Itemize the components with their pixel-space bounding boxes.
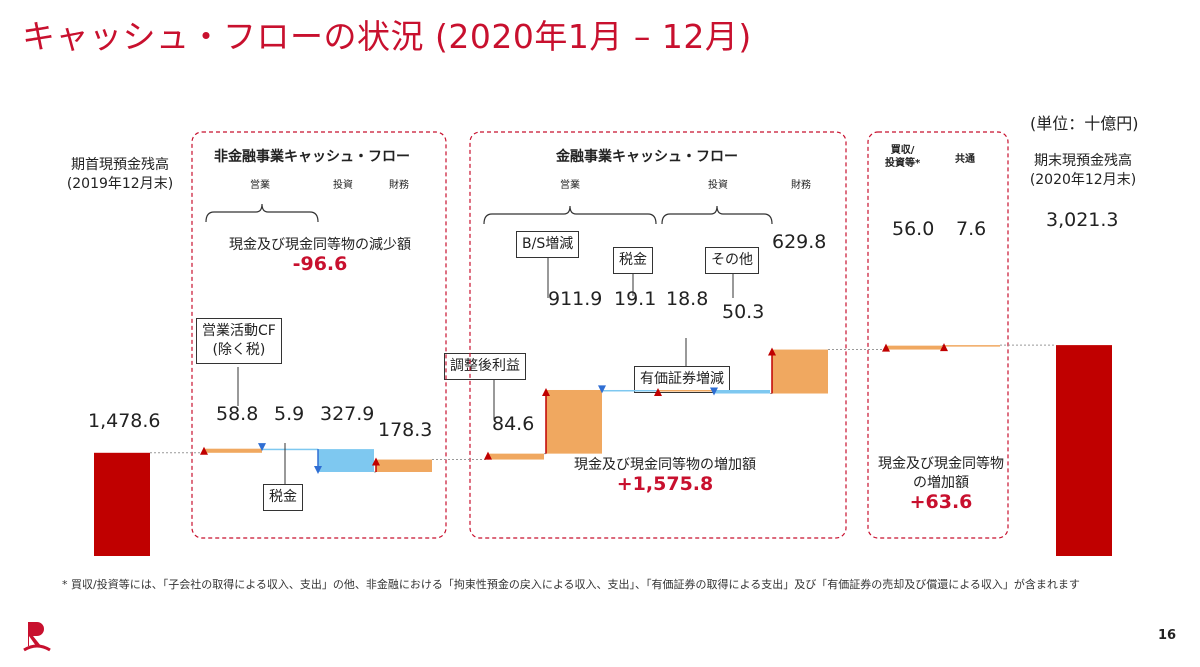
waterfall-bar-9 (714, 390, 770, 394)
page-title: キャッシュ・フローの状況 (2020年1月 – 12月) (22, 17, 752, 56)
data-label-3: 327.9 (320, 403, 374, 425)
f-operating-brace (483, 205, 657, 225)
start-bar (94, 452, 150, 556)
unit-label: (単位：十億円) (1030, 114, 1139, 133)
o-summary: 現金及び現金同等物 の増加額 +63.6 (878, 456, 1004, 513)
nf-operating-brace (205, 203, 319, 223)
nf-callout-tax: 税金 (263, 484, 303, 511)
data-label-2: 5.9 (274, 403, 304, 425)
decrease-arrowhead-3 (314, 465, 322, 474)
f-callout-tax: 税金 (613, 247, 653, 274)
waterfall-bar-12 (944, 345, 1000, 347)
end-bar (1056, 345, 1112, 556)
decrease-arrowhead-7 (598, 385, 606, 394)
increase-arrowhead-6 (542, 387, 550, 396)
start-value-label: 1,478.6 (88, 410, 161, 432)
increase-arrowhead-12 (940, 343, 948, 352)
data-label-9: 50.3 (722, 301, 764, 323)
f-investing-brace (661, 205, 773, 225)
brand-logo (22, 620, 52, 658)
data-label-12: 7.6 (956, 218, 986, 240)
data-label-6: 911.9 (548, 288, 602, 310)
data-label-4: 178.3 (378, 419, 432, 441)
increase-arrowhead-10 (768, 347, 776, 356)
increase-arrowhead-1 (200, 446, 208, 455)
waterfall-bar-6 (546, 389, 602, 454)
f-summary: 現金及び現金同等物の増加額 +1,575.8 (574, 457, 756, 495)
start-label: 期首現預金残高 (2019年12月末) (66, 157, 174, 192)
end-label: 期末現預金残高 (2020年12月末) (1029, 153, 1137, 188)
waterfall-bar-5 (488, 453, 544, 460)
waterfall-bar-11 (886, 345, 942, 350)
nf-callout-op-cf: 営業活動CF (除く税) (196, 318, 282, 364)
nf-col-investing: 投資 (333, 180, 353, 191)
waterfall-bar-4 (376, 459, 432, 472)
waterfall-bar-8 (658, 390, 714, 392)
waterfall-bar-7 (602, 389, 658, 392)
nf-col-financing: 財務 (389, 180, 409, 191)
non-financial-title: 非金融事業キャッシュ・フロー (214, 149, 410, 165)
data-label-1: 58.8 (216, 403, 258, 425)
f-col-investing: 投資 (708, 180, 728, 191)
non-financial-section-box (191, 131, 447, 539)
end-value-label: 3,021.3 (1046, 209, 1119, 231)
f-callout-adj: 調整後利益 (444, 353, 526, 380)
rakuten-r-icon (23, 622, 51, 652)
increase-arrowhead-5 (484, 451, 492, 460)
financial-section-box (469, 131, 847, 539)
increase-arrowhead-4 (372, 457, 380, 466)
data-label-11: 56.0 (892, 218, 934, 240)
decrease-arrowhead-2 (258, 443, 266, 452)
footnote: * 買収/投資等には、「子会社の取得による収入、支出」の他、非金融における「拘束… (62, 578, 1080, 591)
increase-arrowhead-8 (654, 388, 662, 397)
other-section-box (867, 131, 1009, 539)
waterfall-bar-10 (772, 349, 828, 394)
increase-arrowhead-11 (882, 343, 890, 352)
nf-summary: 現金及び現金同等物の減少額 -96.6 (229, 237, 411, 275)
o-col-common: 共通 (955, 154, 975, 165)
f-callout-other: その他 (705, 247, 759, 274)
f-col-operating: 営業 (560, 180, 580, 191)
data-label-8: 18.8 (666, 288, 708, 310)
data-label-5: 84.6 (492, 413, 534, 435)
nf-col-operating: 営業 (250, 180, 270, 191)
financial-title: 金融事業キャッシュ・フロー (556, 149, 738, 165)
data-label-10: 629.8 (772, 231, 826, 253)
f-col-financing: 財務 (791, 180, 811, 191)
data-label-7: 19.1 (614, 288, 656, 310)
waterfall-bar-1 (204, 448, 262, 453)
page-number: 16 (1158, 628, 1177, 643)
f-callout-bs: B/S増減 (516, 231, 580, 258)
waterfall-bar-2 (262, 448, 318, 451)
o-col-acq: 買収/ 投資等* (885, 145, 921, 169)
waterfall-bar-3 (318, 449, 374, 472)
decrease-arrowhead-9 (710, 387, 718, 396)
